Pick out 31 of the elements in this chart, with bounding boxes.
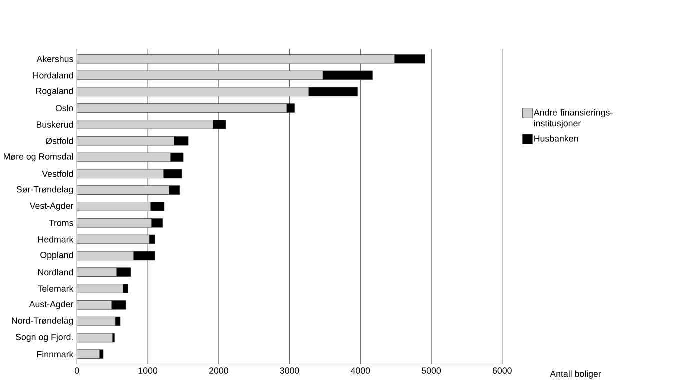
y-tick-label: Finnmark bbox=[38, 351, 74, 358]
y-tick-label: Vest-Agder bbox=[30, 202, 74, 211]
x-tick-label: 3000 bbox=[280, 368, 300, 374]
x-tick-label: 6000 bbox=[493, 368, 512, 374]
y-tick-label: Sør-Trøndelag bbox=[16, 186, 74, 194]
bar bbox=[77, 350, 100, 359]
y-tick-label: Hordaland bbox=[34, 72, 74, 79]
y-tick-label: Nord-Trøndelag bbox=[12, 317, 74, 326]
y-tick-label: Oppland bbox=[40, 252, 74, 260]
x-tick-label: 1000 bbox=[138, 368, 158, 374]
y-tick-label: Troms bbox=[49, 220, 74, 226]
y-tick-label: Telemark bbox=[38, 285, 74, 292]
bar bbox=[77, 333, 113, 343]
y-tick-label: Buskerud bbox=[36, 121, 74, 128]
y-tick-label: Oslo bbox=[56, 104, 74, 112]
x-tick-label: 4000 bbox=[351, 368, 370, 374]
y-tick-label: Rogaland bbox=[36, 88, 74, 96]
y-tick-label: Vestfold bbox=[42, 170, 74, 178]
y-tick-label: Møre og Romsdal bbox=[4, 153, 74, 162]
y-tick-label: Sogn og Fjord. bbox=[16, 334, 73, 342]
y-tick-label: Aust-Agder bbox=[29, 300, 74, 310]
legend-label: Husbanken bbox=[534, 135, 578, 142]
x-tick-label: 5000 bbox=[422, 368, 442, 374]
x-tick-label: 2000 bbox=[210, 368, 228, 374]
legend-label: Andre finansierings-institusjoner bbox=[534, 109, 613, 128]
x-axis-title: Antall boliger bbox=[550, 370, 602, 379]
y-tick-label: Hedmark bbox=[38, 236, 74, 243]
y-tick-label: Nordland bbox=[38, 269, 74, 276]
y-tick-label: Akershus bbox=[36, 56, 74, 62]
x-tick-label: 0 bbox=[75, 368, 80, 374]
y-tick-label: Østfold bbox=[46, 138, 74, 144]
